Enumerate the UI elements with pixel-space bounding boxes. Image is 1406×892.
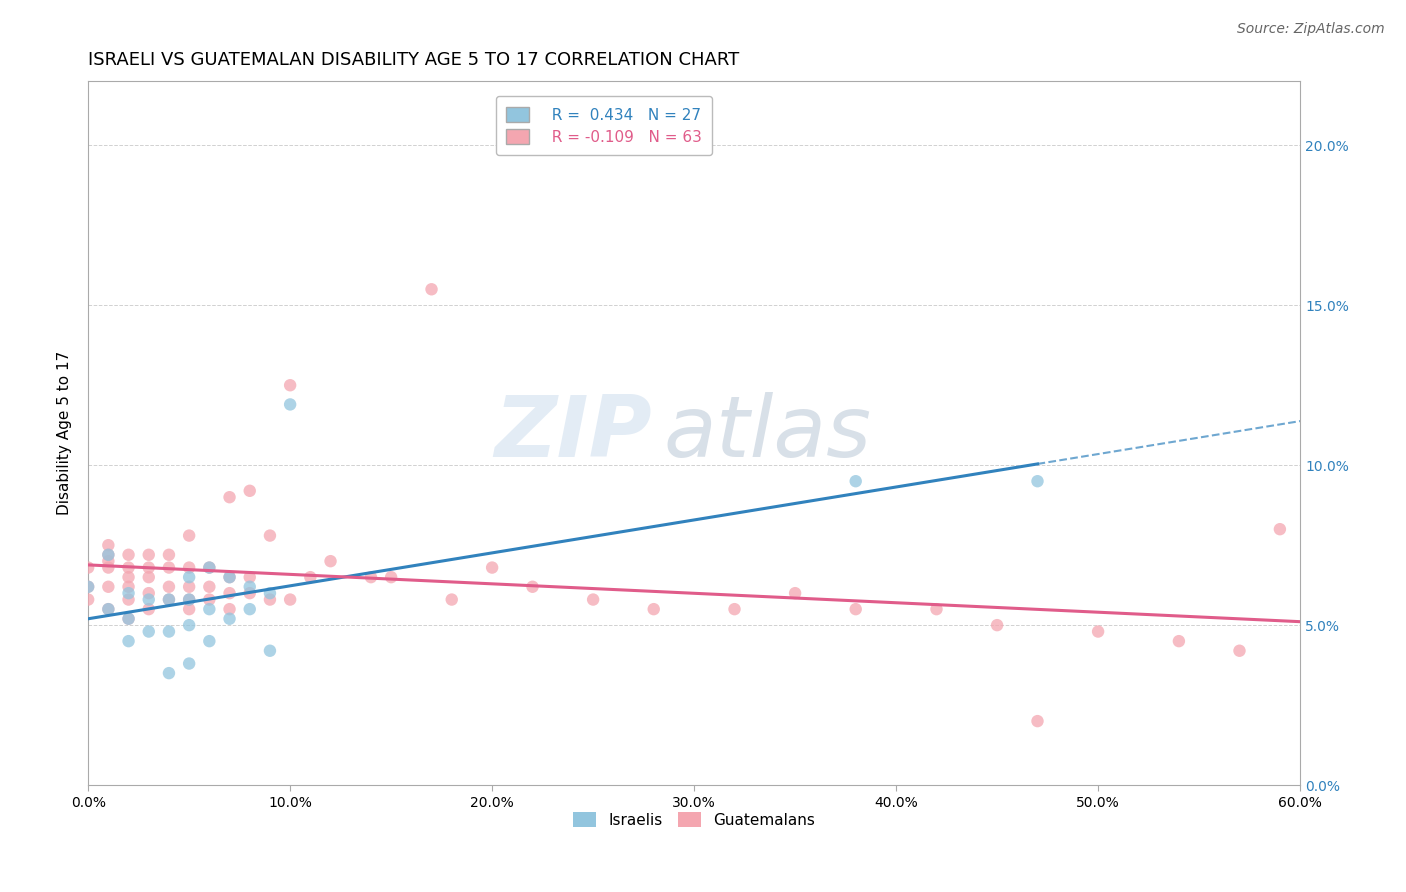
Point — [198, 634, 221, 648]
Point — [845, 602, 868, 616]
Point — [1268, 522, 1291, 536]
Point — [97, 602, 120, 616]
Point — [218, 602, 240, 616]
Point — [278, 378, 301, 392]
Point — [723, 602, 745, 616]
Point — [138, 548, 160, 562]
Point — [319, 554, 342, 568]
Point — [278, 592, 301, 607]
Point — [986, 618, 1008, 632]
Point — [440, 592, 463, 607]
Point — [785, 586, 807, 600]
Point — [179, 602, 201, 616]
Point — [179, 657, 201, 671]
Point — [117, 548, 139, 562]
Legend: Israelis, Guatemalans: Israelis, Guatemalans — [567, 805, 821, 834]
Point — [157, 592, 180, 607]
Point — [138, 570, 160, 584]
Point — [198, 560, 221, 574]
Point — [179, 560, 201, 574]
Point — [97, 548, 120, 562]
Point — [198, 580, 221, 594]
Point — [138, 624, 160, 639]
Text: Source: ZipAtlas.com: Source: ZipAtlas.com — [1237, 22, 1385, 37]
Text: ZIP: ZIP — [494, 392, 652, 475]
Point — [77, 580, 100, 594]
Y-axis label: Disability Age 5 to 17: Disability Age 5 to 17 — [58, 351, 72, 516]
Point — [239, 580, 262, 594]
Point — [420, 282, 443, 296]
Point — [77, 560, 100, 574]
Point — [360, 570, 382, 584]
Point — [218, 612, 240, 626]
Point — [239, 483, 262, 498]
Text: atlas: atlas — [664, 392, 872, 475]
Point — [138, 602, 160, 616]
Point — [117, 560, 139, 574]
Point — [1026, 474, 1049, 488]
Point — [157, 592, 180, 607]
Point — [157, 580, 180, 594]
Point — [845, 474, 868, 488]
Point — [259, 586, 281, 600]
Point — [643, 602, 665, 616]
Point — [97, 538, 120, 552]
Point — [117, 612, 139, 626]
Point — [117, 634, 139, 648]
Point — [179, 528, 201, 542]
Point — [239, 570, 262, 584]
Point — [117, 580, 139, 594]
Point — [117, 592, 139, 607]
Point — [138, 586, 160, 600]
Point — [138, 592, 160, 607]
Point — [157, 548, 180, 562]
Point — [380, 570, 402, 584]
Point — [259, 644, 281, 658]
Point — [1229, 644, 1251, 658]
Point — [179, 570, 201, 584]
Point — [138, 560, 160, 574]
Point — [97, 602, 120, 616]
Point — [1167, 634, 1189, 648]
Point — [77, 592, 100, 607]
Point — [299, 570, 322, 584]
Point — [157, 666, 180, 681]
Point — [198, 560, 221, 574]
Point — [218, 490, 240, 504]
Point — [198, 592, 221, 607]
Point — [481, 560, 503, 574]
Point — [97, 548, 120, 562]
Point — [179, 592, 201, 607]
Point — [97, 560, 120, 574]
Point — [259, 528, 281, 542]
Point — [1087, 624, 1109, 639]
Point — [239, 602, 262, 616]
Point — [1026, 714, 1049, 728]
Point — [179, 580, 201, 594]
Point — [77, 580, 100, 594]
Point — [179, 618, 201, 632]
Text: ISRAELI VS GUATEMALAN DISABILITY AGE 5 TO 17 CORRELATION CHART: ISRAELI VS GUATEMALAN DISABILITY AGE 5 T… — [89, 51, 740, 69]
Point — [522, 580, 544, 594]
Point — [97, 554, 120, 568]
Point — [157, 560, 180, 574]
Point — [218, 570, 240, 584]
Point — [198, 602, 221, 616]
Point — [239, 586, 262, 600]
Point — [97, 580, 120, 594]
Point — [179, 592, 201, 607]
Point — [117, 612, 139, 626]
Point — [259, 592, 281, 607]
Point — [157, 624, 180, 639]
Point — [582, 592, 605, 607]
Point — [117, 570, 139, 584]
Point — [218, 586, 240, 600]
Point — [218, 570, 240, 584]
Point — [117, 586, 139, 600]
Point — [278, 397, 301, 411]
Point — [925, 602, 948, 616]
